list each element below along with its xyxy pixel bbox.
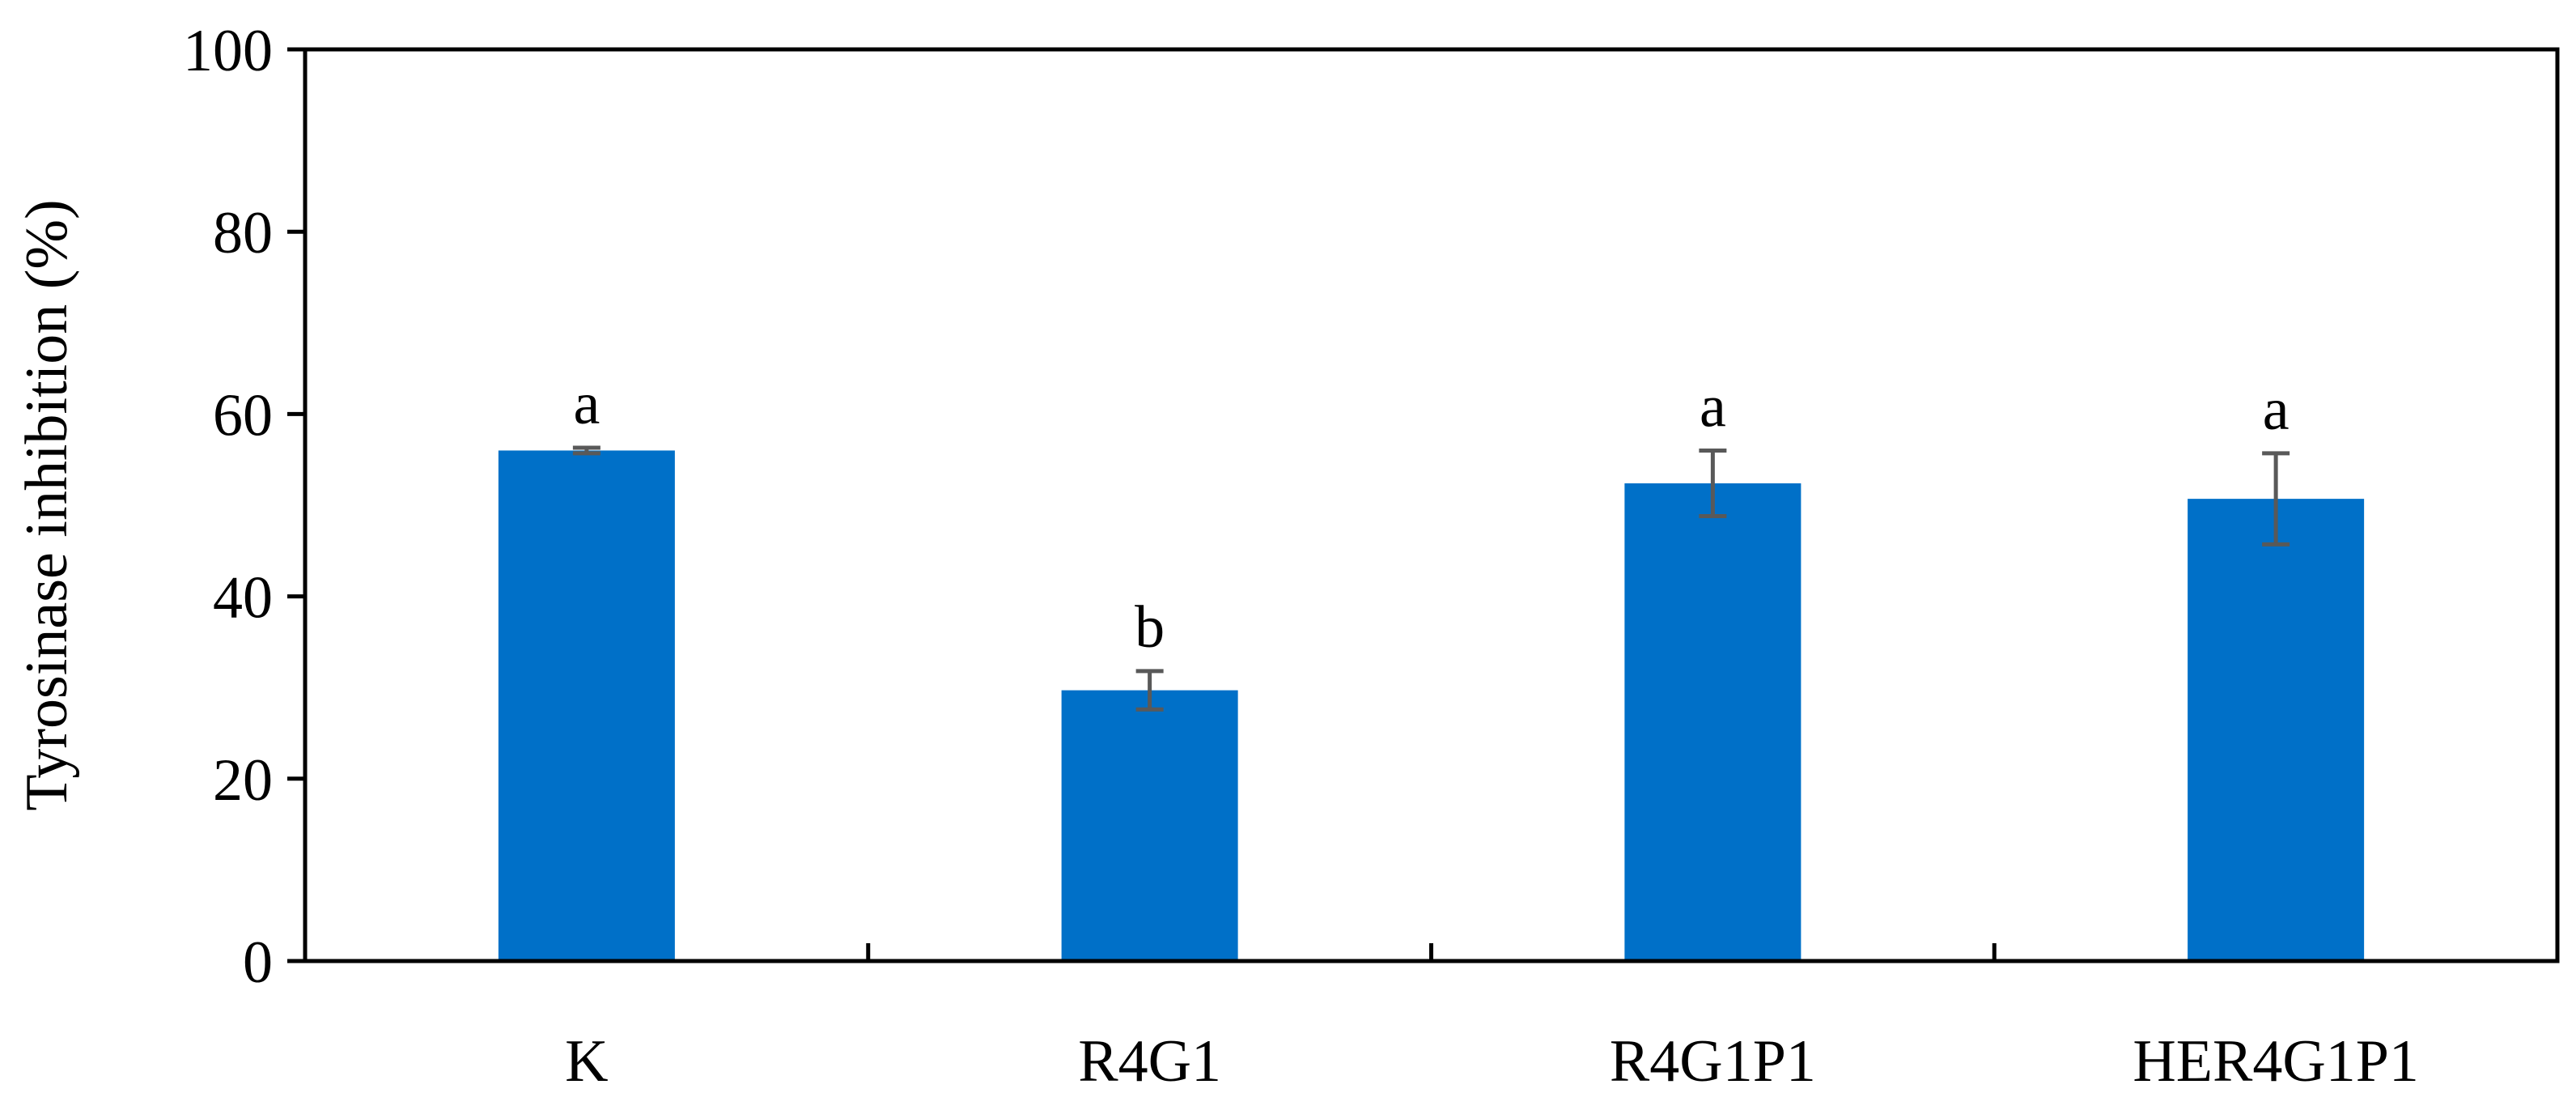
bar-her4g1p1	[2188, 499, 2365, 961]
y-tick-label: 100	[183, 18, 273, 84]
y-tick-label: 80	[213, 200, 273, 266]
y-axis-title: Tyrosinase inhibition (%)	[14, 199, 80, 810]
bar-r4g1	[1061, 690, 1238, 961]
y-tick-label: 60	[213, 382, 273, 449]
category-label: R4G1	[1078, 1028, 1221, 1095]
category-label: HER4G1P1	[2133, 1028, 2419, 1095]
category-label: K	[565, 1028, 608, 1095]
y-tick-label: 40	[213, 565, 273, 632]
significance-label: a	[573, 371, 600, 437]
y-axis-ticks: 0 20 40 60 80 100	[183, 18, 305, 996]
x-axis-ticks	[866, 943, 1997, 961]
bar-k	[498, 450, 675, 961]
significance-label: a	[2263, 376, 2290, 443]
significance-labels-group: a b a a	[573, 371, 2289, 661]
y-tick-label: 20	[213, 747, 273, 814]
y-tick-label: 0	[243, 929, 273, 996]
error-bars-group	[572, 445, 2290, 712]
category-label: R4G1P1	[1610, 1028, 1816, 1095]
significance-label: a	[1700, 373, 1726, 440]
significance-label: b	[1135, 594, 1165, 661]
bars-group	[498, 450, 2365, 961]
category-labels-group: K R4G1 R4G1P1 HER4G1P1	[565, 1028, 2419, 1095]
plot-area-frame	[303, 47, 2560, 963]
bar-r4g1p1	[1624, 483, 1802, 961]
